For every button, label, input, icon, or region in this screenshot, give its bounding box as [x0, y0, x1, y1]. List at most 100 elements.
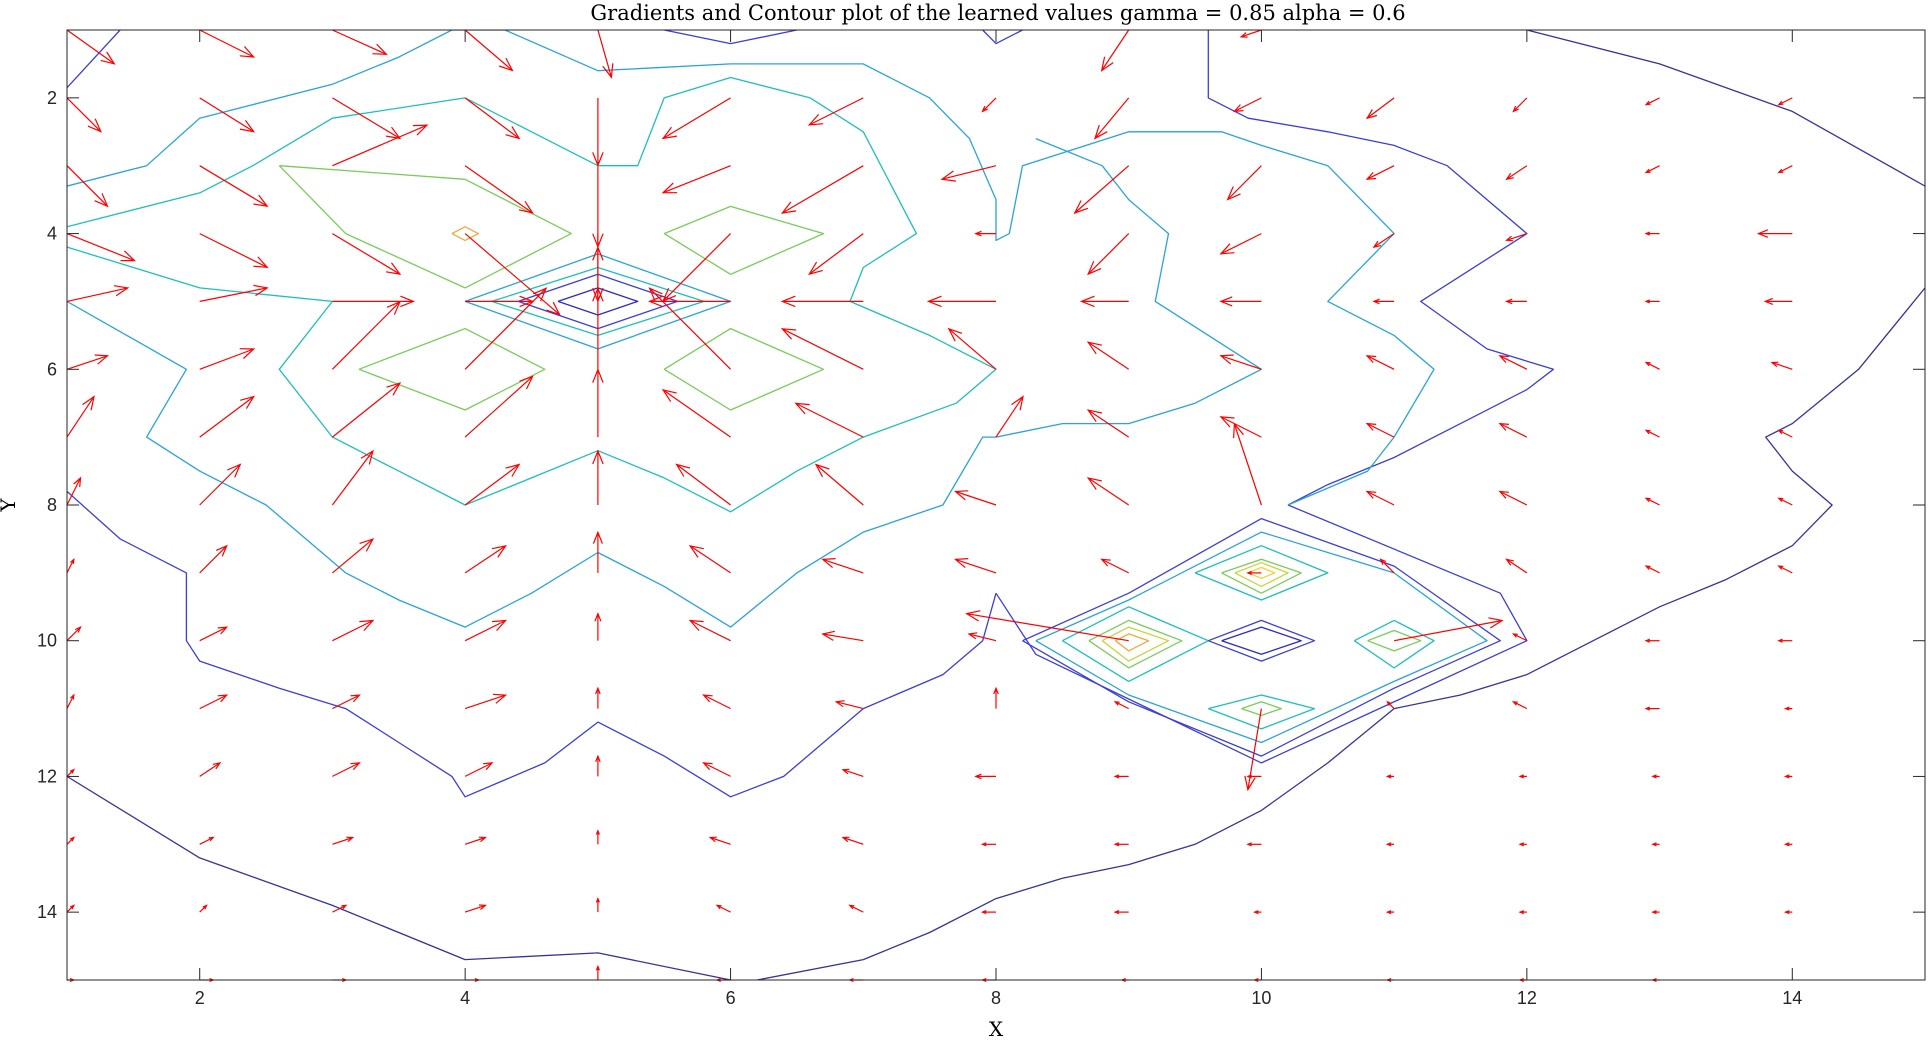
- gradient-arrow-48: [464, 233, 561, 316]
- gradient-arrow-195: [66, 904, 75, 913]
- gradient-arrow-1: [199, 29, 256, 58]
- gradient-arrow-113: [1086, 477, 1130, 506]
- gradient-arrow-163: [1783, 706, 1793, 711]
- gradient-arrow-121: [199, 544, 228, 574]
- gradient-arrow-124: [592, 530, 603, 573]
- gradient-arrow-205: [1385, 910, 1395, 915]
- gradient-arrow-198: [464, 904, 487, 913]
- contour-line-20: [1022, 517, 1501, 757]
- gradient-arrow-93: [464, 375, 534, 438]
- contour-line-29: [1221, 558, 1302, 594]
- gradient-arrow-71: [1504, 298, 1527, 305]
- contour-line-34: [451, 226, 480, 242]
- gradient-arrow-75: [66, 354, 110, 370]
- gradient-arrow-122: [332, 538, 375, 574]
- gradient-arrow-197: [332, 904, 348, 913]
- gradient-arrow-43: [1777, 165, 1793, 174]
- gradient-arrow-200: [715, 904, 731, 913]
- gradient-arrow-153: [464, 693, 508, 710]
- gradient-arrow-162: [1644, 706, 1660, 711]
- gradient-arrow-90: [66, 395, 95, 438]
- gradient-arrow-155: [702, 694, 731, 710]
- contour-line-22: [1221, 626, 1302, 655]
- gradient-arrow-161: [1511, 701, 1528, 710]
- gradient-arrow-170: [702, 762, 731, 777]
- gradient-arrow-77: [331, 300, 402, 370]
- gradient-arrow-2: [332, 29, 388, 55]
- gradient-arrow-106: [199, 463, 242, 506]
- gradient-arrow-182: [332, 836, 355, 845]
- x-tick-label-12: 12: [1517, 988, 1537, 1008]
- y-tick-label-2: 2: [47, 88, 57, 108]
- gradient-arrow-214: [595, 964, 600, 980]
- gradient-arrow-201: [848, 904, 864, 913]
- gradient-arrow-45: [66, 233, 136, 262]
- gradient-arrows: [66, 29, 1793, 983]
- gradient-arrow-173: [1113, 774, 1129, 779]
- gradient-arrow-156: [834, 700, 864, 710]
- x-tick-label-14: 14: [1782, 988, 1802, 1008]
- gradient-arrow-56: [1505, 233, 1528, 242]
- gradient-arrow-87: [1644, 361, 1660, 370]
- gradient-arrow-42: [1644, 165, 1660, 174]
- gradient-arrow-171: [841, 768, 864, 777]
- gradient-arrow-189: [1246, 842, 1262, 847]
- gradient-arrow-131: [1505, 558, 1528, 574]
- gradient-arrow-109: [592, 449, 604, 505]
- gradient-arrow-9: [1239, 29, 1262, 38]
- gradient-arrow-97: [995, 395, 1024, 438]
- gradient-arrow-168: [464, 762, 494, 777]
- x-axis-label: X: [989, 1017, 1004, 1040]
- gradient-arrow-88: [1770, 361, 1793, 370]
- gradient-arrow-33: [464, 165, 534, 214]
- gradient-arrow-142: [967, 632, 997, 642]
- gradient-arrow-207: [1651, 910, 1660, 915]
- contour-line-36: [1247, 566, 1276, 579]
- contour-line-26: [358, 327, 546, 411]
- chart-title: Gradients and Contour plot of the learne…: [590, 1, 1405, 25]
- gradient-arrow-174: [1246, 774, 1262, 779]
- gradient-arrow-192: [1651, 842, 1660, 847]
- gradient-arrow-17: [332, 97, 402, 140]
- gradient-arrow-81: [780, 328, 864, 370]
- y-axis-label: Y: [0, 498, 20, 513]
- contour-line-23: [1208, 619, 1316, 662]
- x-tick-label-2: 2: [195, 988, 205, 1008]
- contour-line-31: [1241, 701, 1282, 717]
- gradient-arrow-55: [1372, 233, 1395, 248]
- gradient-arrow-91: [199, 395, 255, 438]
- gradient-arrow-23: [1093, 97, 1130, 140]
- gradient-arrow-26: [1512, 97, 1528, 113]
- gradient-arrow-35: [661, 165, 731, 194]
- contour-line-5: [756, 287, 1925, 980]
- gradient-arrow-68: [1079, 295, 1129, 308]
- contour-line-8: [982, 30, 1023, 45]
- gradient-arrow-139: [594, 612, 602, 641]
- gradient-arrow-0: [66, 29, 116, 65]
- gradient-arrow-67: [926, 295, 996, 308]
- contour-line-27: [663, 327, 825, 411]
- gradient-arrow-188: [1113, 842, 1129, 847]
- gradient-arrow-4: [597, 29, 614, 79]
- gradient-arrow-16: [199, 97, 256, 133]
- gradient-arrow-52: [974, 230, 996, 237]
- gradient-arrow-160: [1386, 700, 1395, 710]
- contour-line-21: [557, 287, 639, 316]
- contour-line-0: [67, 30, 121, 89]
- y-tick-label-4: 4: [47, 224, 57, 244]
- gradient-arrow-76: [199, 348, 256, 370]
- gradient-arrow-86: [1498, 355, 1528, 370]
- gradient-arrow-73: [1763, 297, 1793, 305]
- contour-line-25: [663, 205, 825, 275]
- gradient-arrow-37: [940, 165, 997, 182]
- gradient-arrow-92: [332, 382, 402, 438]
- gradient-arrow-112: [953, 490, 997, 506]
- contour-line-33: [1234, 562, 1289, 588]
- gradient-arrow-115: [1365, 490, 1395, 506]
- gradient-arrow-178: [1783, 774, 1793, 779]
- gradient-arrow-187: [980, 842, 996, 847]
- x-tick-label-8: 8: [991, 988, 1001, 1008]
- gradient-arrow-150: [66, 693, 75, 709]
- gradient-arrow-158: [1113, 701, 1129, 710]
- gradient-arrow-202: [980, 910, 996, 915]
